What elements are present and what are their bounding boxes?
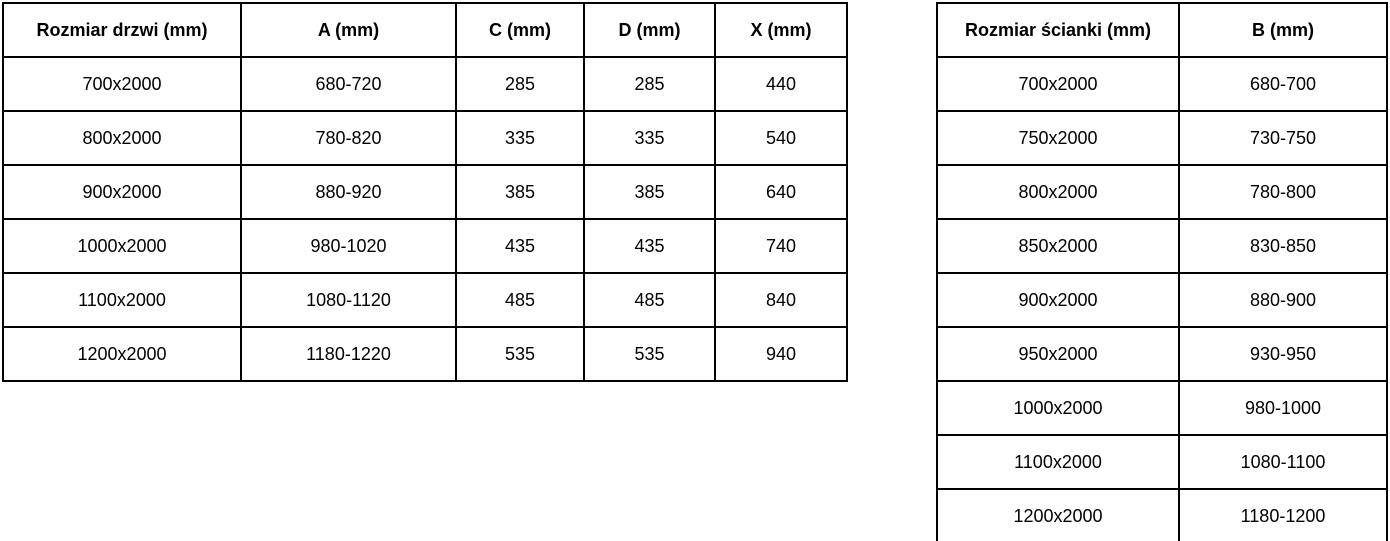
table-cell: 940 xyxy=(714,326,848,382)
table-cell: 1100x2000 xyxy=(936,434,1180,490)
table-cell: 800x2000 xyxy=(936,164,1180,220)
table-cell: 435 xyxy=(583,218,716,274)
table-cell: 680-720 xyxy=(240,56,457,112)
table-cell: 285 xyxy=(583,56,716,112)
table-cell: 335 xyxy=(455,110,585,166)
table-row: 750x2000 730-750 xyxy=(936,110,1388,166)
table-cell: 435 xyxy=(455,218,585,274)
table-cell: 740 xyxy=(714,218,848,274)
table-cell: 930-950 xyxy=(1178,326,1388,382)
column-header: A (mm) xyxy=(240,2,457,58)
table-row: 900x2000 880-900 xyxy=(936,272,1388,328)
table-cell: 1200x2000 xyxy=(936,488,1180,541)
table-cell: 335 xyxy=(583,110,716,166)
table-cell: 535 xyxy=(455,326,585,382)
table-row: 1100x2000 1080-1120 485 485 840 xyxy=(2,272,848,328)
table-cell: 900x2000 xyxy=(936,272,1180,328)
table-cell: 730-750 xyxy=(1178,110,1388,166)
header-row: Rozmiar ścianki (mm) B (mm) xyxy=(936,2,1388,58)
column-header: Rozmiar drzwi (mm) xyxy=(2,2,242,58)
table-row: 800x2000 780-820 335 335 540 xyxy=(2,110,848,166)
table-row: 1200x2000 1180-1220 535 535 940 xyxy=(2,326,848,382)
door-sizes-table: Rozmiar drzwi (mm) A (mm) C (mm) D (mm) X (m… xyxy=(2,2,848,382)
table-cell: 1080-1100 xyxy=(1178,434,1388,490)
table-cell: 800x2000 xyxy=(2,110,242,166)
table-cell: 1000x2000 xyxy=(936,380,1180,436)
table-cell: 980-1020 xyxy=(240,218,457,274)
wall-panel-sizes-table: Rozmiar ścianki (mm) B (mm) 700x2000 680-70… xyxy=(936,2,1388,541)
table-cell: 1100x2000 xyxy=(2,272,242,328)
table-row: 1200x2000 1180-1200 xyxy=(936,488,1388,541)
header-row: Rozmiar drzwi (mm) A (mm) C (mm) D (mm) X (m… xyxy=(2,2,848,58)
table-cell: 750x2000 xyxy=(936,110,1180,166)
table-cell: 880-900 xyxy=(1178,272,1388,328)
column-header: B (mm) xyxy=(1178,2,1388,58)
table-cell: 900x2000 xyxy=(2,164,242,220)
table-row: 1000x2000 980-1020 435 435 740 xyxy=(2,218,848,274)
table-row: 700x2000 680-720 285 285 440 xyxy=(2,56,848,112)
table-row: 900x2000 880-920 385 385 640 xyxy=(2,164,848,220)
table-cell: 1180-1200 xyxy=(1178,488,1388,541)
table-cell: 1000x2000 xyxy=(2,218,242,274)
table-cell: 700x2000 xyxy=(936,56,1180,112)
table-cell: 780-800 xyxy=(1178,164,1388,220)
table-cell: 485 xyxy=(455,272,585,328)
column-header: C (mm) xyxy=(455,2,585,58)
table-cell: 440 xyxy=(714,56,848,112)
table-row: 950x2000 930-950 xyxy=(936,326,1388,382)
table-cell: 535 xyxy=(583,326,716,382)
table-cell: 1080-1120 xyxy=(240,272,457,328)
table-row: 1000x2000 980-1000 xyxy=(936,380,1388,436)
table-cell: 680-700 xyxy=(1178,56,1388,112)
table-cell: 700x2000 xyxy=(2,56,242,112)
table-row: 800x2000 780-800 xyxy=(936,164,1388,220)
column-header: X (mm) xyxy=(714,2,848,58)
table-cell: 850x2000 xyxy=(936,218,1180,274)
table-cell: 385 xyxy=(583,164,716,220)
table-cell: 830-850 xyxy=(1178,218,1388,274)
table-cell: 780-820 xyxy=(240,110,457,166)
table-cell: 285 xyxy=(455,56,585,112)
table-cell: 980-1000 xyxy=(1178,380,1388,436)
table-row: 1100x2000 1080-1100 xyxy=(936,434,1388,490)
table-cell: 540 xyxy=(714,110,848,166)
table-cell: 640 xyxy=(714,164,848,220)
table-row: 850x2000 830-850 xyxy=(936,218,1388,274)
table-cell: 485 xyxy=(583,272,716,328)
table-cell: 1180-1220 xyxy=(240,326,457,382)
table-cell: 950x2000 xyxy=(936,326,1180,382)
column-header: Rozmiar ścianki (mm) xyxy=(936,2,1180,58)
table-cell: 880-920 xyxy=(240,164,457,220)
column-header: D (mm) xyxy=(583,2,716,58)
table-row: 700x2000 680-700 xyxy=(936,56,1388,112)
table-cell: 840 xyxy=(714,272,848,328)
table-cell: 1200x2000 xyxy=(2,326,242,382)
table-cell: 385 xyxy=(455,164,585,220)
